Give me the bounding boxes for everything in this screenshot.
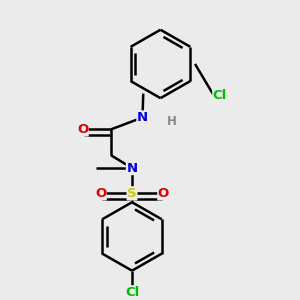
- Text: O: O: [158, 187, 169, 200]
- Text: Cl: Cl: [213, 89, 227, 102]
- Text: H: H: [167, 116, 176, 128]
- Text: S: S: [127, 187, 137, 200]
- Text: Cl: Cl: [125, 286, 139, 299]
- Text: N: N: [137, 111, 148, 124]
- Text: N: N: [126, 161, 138, 175]
- Text: O: O: [95, 187, 106, 200]
- Text: O: O: [77, 123, 88, 136]
